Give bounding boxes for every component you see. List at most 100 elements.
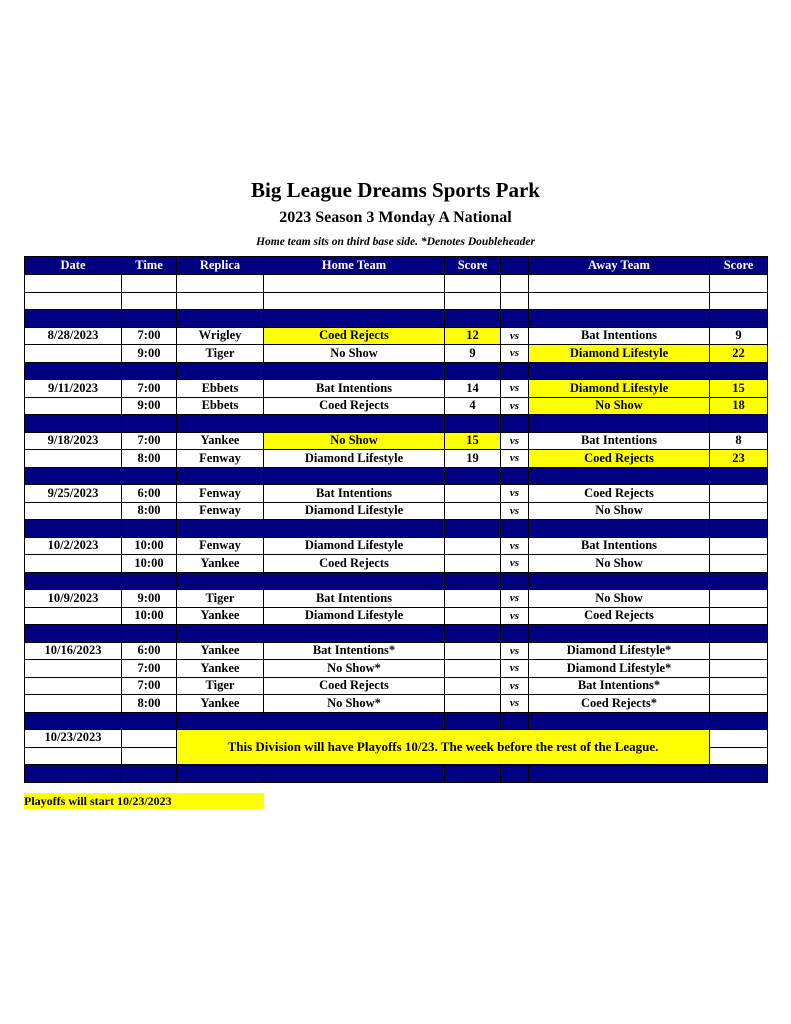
empty-cell	[121, 274, 177, 293]
home-team-cell: Coed Rejects	[263, 326, 445, 345]
replica-cell: Fenway	[176, 536, 264, 555]
home-score-cell	[444, 676, 501, 695]
empty-cell	[263, 361, 445, 380]
schedule-note: Home team sits on third base side. *Deno…	[256, 236, 535, 248]
empty-cell	[121, 624, 177, 643]
empty-cell	[709, 309, 768, 328]
col-away-score: Score	[709, 256, 768, 275]
empty-cell	[709, 711, 768, 730]
col-vs	[500, 256, 529, 275]
empty-cell	[500, 274, 529, 293]
home-score-cell	[444, 484, 501, 503]
empty-cell	[528, 519, 710, 538]
empty-cell	[444, 309, 501, 328]
time-cell: 7:00	[121, 659, 177, 678]
replica-cell: Yankee	[176, 659, 264, 678]
home-team-cell: Bat Intentions*	[263, 641, 445, 660]
game-row: 10/9/2023 9:00 Tiger Bat Intentions vs No Sho…	[24, 589, 768, 608]
separator-row	[24, 571, 768, 590]
empty-cell	[500, 519, 529, 538]
empty-cell	[121, 571, 177, 590]
home-score-cell	[444, 606, 501, 625]
empty-cell	[528, 466, 710, 485]
replica-cell: Yankee	[176, 641, 264, 660]
away-team-cell: Coed Rejects	[528, 449, 710, 468]
empty-cell	[709, 519, 768, 538]
home-team-cell: Diamond Lifestyle	[263, 501, 445, 520]
away-team-cell: Diamond Lifestyle	[528, 379, 710, 398]
time-cell: 9:00	[121, 344, 177, 363]
empty-cell	[444, 414, 501, 433]
replica-cell: Tiger	[176, 676, 264, 695]
time-cell: 7:00	[121, 676, 177, 695]
home-team-cell: Bat Intentions	[263, 484, 445, 503]
time-cell: 10:00	[121, 536, 177, 555]
replica-cell: Yankee	[176, 431, 264, 450]
away-team-cell: No Show	[528, 396, 710, 415]
vs-cell: vs	[500, 606, 529, 625]
away-team-cell: Coed Rejects*	[528, 694, 710, 713]
vs-cell: vs	[500, 589, 529, 608]
date-cell: 10/23/2023	[24, 729, 122, 748]
empty-cell	[176, 764, 264, 783]
empty-cell	[528, 624, 710, 643]
home-score-cell	[444, 501, 501, 520]
blank-row	[24, 291, 768, 310]
separator-row	[24, 764, 768, 783]
empty-cell	[24, 414, 122, 433]
away-team-cell: Bat Intentions	[528, 326, 710, 345]
vs-cell: vs	[500, 396, 529, 415]
time-cell: 8:00	[121, 449, 177, 468]
header-row: Date Time Replica Home Team Score Away T…	[24, 256, 768, 275]
game-row: 10/2/2023 10:00 Fenway Diamond Lifestyle vs B…	[24, 536, 768, 555]
home-team-cell: Bat Intentions	[263, 589, 445, 608]
away-score-cell	[709, 694, 768, 713]
home-score-cell: 12	[444, 326, 501, 345]
replica-cell: Yankee	[176, 606, 264, 625]
away-score-cell	[709, 536, 768, 555]
replica-cell: Tiger	[176, 589, 264, 608]
away-team-cell: Coed Rejects	[528, 484, 710, 503]
home-score-cell: 4	[444, 396, 501, 415]
empty-cell	[709, 414, 768, 433]
empty-cell	[121, 746, 177, 765]
empty-cell	[176, 274, 264, 293]
game-row: 7:00 Tiger Coed Rejects vs Bat Intentions*	[24, 676, 768, 695]
empty-cell	[444, 274, 501, 293]
empty-cell	[263, 519, 445, 538]
schedule-table: Date Time Replica Home Team Score Away T…	[24, 256, 768, 783]
time-cell: 7:00	[121, 326, 177, 345]
home-team-cell: No Show	[263, 344, 445, 363]
home-team-cell: Diamond Lifestyle	[263, 449, 445, 468]
away-team-cell: No Show	[528, 554, 710, 573]
empty-cell	[24, 746, 122, 765]
home-team-cell: Diamond Lifestyle	[263, 606, 445, 625]
game-row: 9/18/2023 7:00 Yankee No Show 15 vs Bat Intent…	[24, 431, 768, 450]
away-score-cell: 23	[709, 449, 768, 468]
empty-cell	[500, 309, 529, 328]
empty-cell	[121, 361, 177, 380]
home-team-cell: Coed Rejects	[263, 554, 445, 573]
empty-cell	[263, 414, 445, 433]
empty-cell	[263, 309, 445, 328]
game-row: 10/16/2023 6:00 Yankee Bat Intentions* vs Dia…	[24, 641, 768, 660]
empty-cell	[709, 571, 768, 590]
vs-cell: vs	[500, 379, 529, 398]
home-score-cell: 14	[444, 379, 501, 398]
game-row: 8:00 Fenway Diamond Lifestyle vs No Show	[24, 501, 768, 520]
separator-row	[24, 711, 768, 730]
time-cell	[121, 729, 177, 748]
empty-cell	[444, 711, 501, 730]
empty-cell	[444, 624, 501, 643]
time-cell: 6:00	[121, 484, 177, 503]
empty-cell	[709, 274, 768, 293]
home-score-cell	[444, 659, 501, 678]
away-team-cell: Coed Rejects	[528, 606, 710, 625]
date-cell	[24, 501, 122, 520]
game-row: 9:00 Ebbets Coed Rejects 4 vs No Show 18	[24, 396, 768, 415]
separator-row	[24, 309, 768, 328]
empty-cell	[500, 764, 529, 783]
empty-cell	[176, 291, 264, 310]
empty-cell	[709, 764, 768, 783]
empty-cell	[500, 571, 529, 590]
